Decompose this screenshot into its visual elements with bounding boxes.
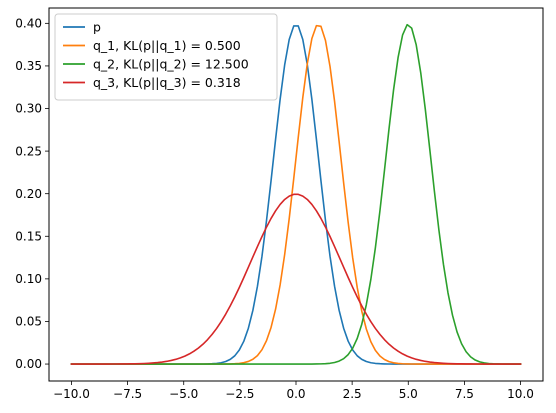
x-tick-label: 2.5	[343, 387, 362, 401]
x-tick-label: 0.0	[286, 387, 305, 401]
y-tick-label: 0.10	[15, 272, 42, 286]
y-tick-label: 0.15	[15, 229, 42, 243]
series-line-4	[70, 193, 522, 365]
x-tick-label: 7.5	[455, 387, 474, 401]
x-tick-label: 5.0	[399, 387, 418, 401]
x-tick-label: 10.0	[507, 387, 534, 401]
x-axis: −10.0 −7.5 −5.0 −2.5 0.0 2.5 5.0 7.5 10.0	[53, 381, 534, 401]
legend-label-2: q_1, KL(p||q_1) = 0.500	[93, 38, 241, 53]
y-tick-label: 0.00	[15, 357, 42, 371]
legend-label-3: q_2, KL(p||q_2) = 12.500	[93, 57, 249, 72]
x-tick-label: −10.0	[53, 387, 90, 401]
legend-label-4: q_3, KL(p||q_3) = 0.318	[93, 75, 241, 90]
plot-lines	[70, 23, 522, 365]
y-tick-label: 0.20	[15, 187, 42, 201]
y-tick-label: 0.30	[15, 102, 42, 116]
x-tick-label: −2.5	[225, 387, 254, 401]
x-tick-label: −7.5	[113, 387, 142, 401]
y-tick-label: 0.40	[15, 17, 42, 31]
y-axis: 0.00 0.05 0.10 0.15 0.20 0.25 0.30 0.35 0.40	[15, 17, 49, 371]
y-tick-label: 0.05	[15, 315, 42, 329]
x-tick-label: −5.0	[169, 387, 198, 401]
legend: p q_1, KL(p||q_1) = 0.500 q_2, KL(p||q_2) …	[54, 13, 278, 101]
y-tick-label: 0.25	[15, 144, 42, 158]
y-tick-label: 0.35	[15, 59, 42, 73]
legend-box	[54, 13, 278, 101]
legend-label-1: p	[93, 20, 101, 35]
